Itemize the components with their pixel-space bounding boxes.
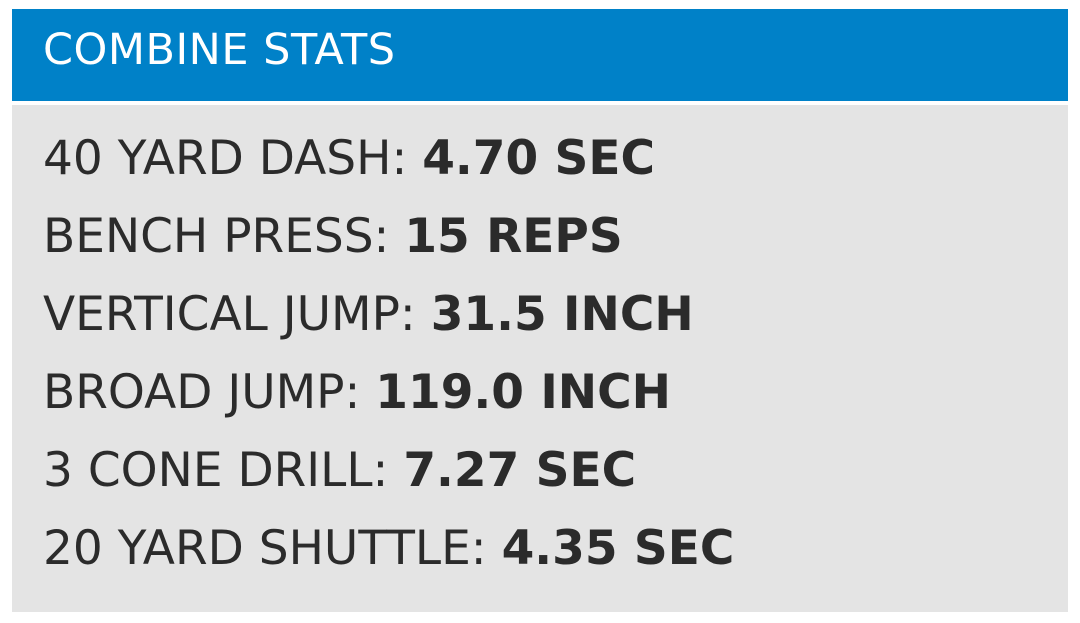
stat-value: 4.35 SEC [501, 521, 735, 576]
card-title: COMBINE STATS [43, 25, 396, 75]
stat-label: BROAD JUMP: [43, 365, 376, 420]
stat-row-40-yard-dash: 40 YARD DASH: 4.70 SEC [43, 120, 1068, 198]
stat-row-20-yard-shuttle: 20 YARD SHUTTLE: 4.35 SEC [43, 510, 1068, 588]
stats-list: 40 YARD DASH: 4.70 SEC BENCH PRESS: 15 R… [12, 105, 1068, 588]
stat-value: 15 REPS [404, 209, 623, 264]
stat-row-bench-press: BENCH PRESS: 15 REPS [43, 198, 1068, 276]
card-header: COMBINE STATS [12, 9, 1068, 105]
stat-value: 119.0 INCH [375, 365, 671, 420]
stat-row-3-cone-drill: 3 CONE DRILL: 7.27 SEC [43, 432, 1068, 510]
stat-label: VERTICAL JUMP: [43, 287, 431, 342]
stat-row-broad-jump: BROAD JUMP: 119.0 INCH [43, 354, 1068, 432]
stat-value: 7.27 SEC [403, 443, 637, 498]
stat-value: 4.70 SEC [422, 131, 655, 186]
stat-label: 40 YARD DASH: [43, 131, 423, 186]
stat-label: BENCH PRESS: [43, 209, 405, 264]
stat-label: 3 CONE DRILL: [43, 443, 404, 498]
combine-stats-card: COMBINE STATS 40 YARD DASH: 4.70 SEC BEN… [12, 9, 1068, 612]
stat-value: 31.5 INCH [430, 287, 694, 342]
stat-row-vertical-jump: VERTICAL JUMP: 31.5 INCH [43, 276, 1068, 354]
stat-label: 20 YARD SHUTTLE: [43, 521, 502, 576]
